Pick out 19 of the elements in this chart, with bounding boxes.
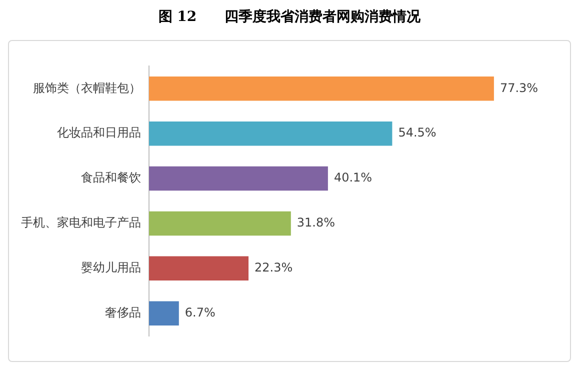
data-label: 40.1% <box>334 170 372 185</box>
bar <box>149 211 291 236</box>
bar <box>149 256 249 281</box>
data-label: 54.5% <box>398 126 436 140</box>
y-tick-label: 婴幼儿用品 <box>81 260 141 275</box>
y-tick-label: 手机、家电和电子产品 <box>21 216 141 230</box>
y-tick-label: 服饰类（衣帽鞋包） <box>33 80 141 95</box>
data-label: 31.8% <box>296 216 336 230</box>
chart-title: 图 12 四季度我省消费者网购消费情况 <box>157 8 422 26</box>
y-tick-label: 食品和餐饮 <box>81 170 141 185</box>
y-tick-label: 化妆品和日用品 <box>57 126 141 140</box>
data-label: 77.3% <box>500 80 538 95</box>
data-label: 6.7% <box>184 305 216 320</box>
bar <box>149 121 392 146</box>
bar <box>149 301 179 326</box>
y-tick-label: 奢侈品 <box>105 305 141 320</box>
bar <box>149 166 328 191</box>
bar <box>149 76 494 101</box>
data-label: 22.3% <box>254 260 293 275</box>
